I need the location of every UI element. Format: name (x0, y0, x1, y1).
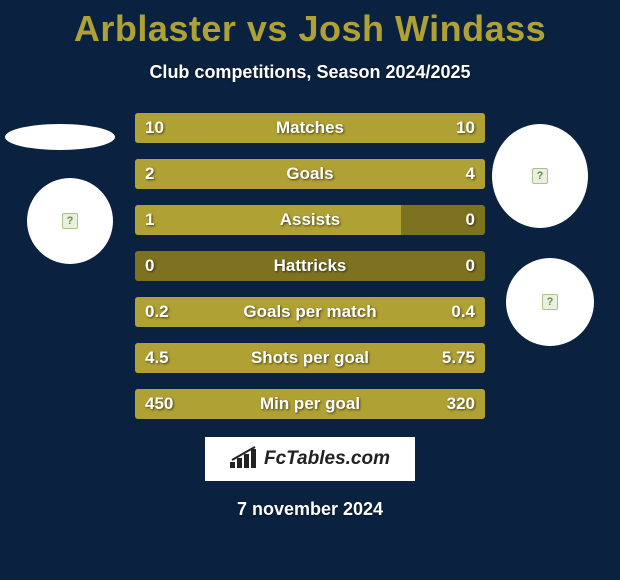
logo-chart-icon (230, 446, 260, 473)
decorative-ellipse (27, 178, 113, 264)
stats-container: 10Matches102Goals41Assists00Hattricks00.… (135, 113, 485, 419)
stat-label: Assists (135, 205, 485, 235)
stat-value-right: 0 (466, 251, 475, 281)
stat-value-right: 10 (456, 113, 475, 143)
stat-value-right: 4 (466, 159, 475, 189)
stat-value-right: 320 (447, 389, 475, 419)
page-subtitle: Club competitions, Season 2024/2025 (0, 62, 620, 83)
stat-label: Shots per goal (135, 343, 485, 373)
stat-label: Min per goal (135, 389, 485, 419)
placeholder-icon (542, 294, 558, 310)
stat-label: Hattricks (135, 251, 485, 281)
stat-row: 4.5Shots per goal5.75 (135, 343, 485, 373)
stat-row: 0.2Goals per match0.4 (135, 297, 485, 327)
placeholder-icon (62, 213, 78, 229)
stat-value-right: 0.4 (451, 297, 475, 327)
footer-date: 7 november 2024 (0, 499, 620, 520)
stat-label: Goals (135, 159, 485, 189)
stat-label: Goals per match (135, 297, 485, 327)
stat-label: Matches (135, 113, 485, 143)
stat-value-right: 0 (466, 205, 475, 235)
page-title: Arblaster vs Josh Windass (0, 0, 620, 50)
logo-text: FcTables.com (264, 448, 390, 470)
stat-row: 450Min per goal320 (135, 389, 485, 419)
stat-row: 10Matches10 (135, 113, 485, 143)
decorative-ellipse (5, 124, 115, 150)
decorative-ellipse (492, 124, 588, 228)
stat-row: 1Assists0 (135, 205, 485, 235)
decorative-ellipse (506, 258, 594, 346)
logo-box: FcTables.com (205, 437, 415, 481)
placeholder-icon (532, 168, 548, 184)
stat-value-right: 5.75 (442, 343, 475, 373)
stat-row: 2Goals4 (135, 159, 485, 189)
stat-row: 0Hattricks0 (135, 251, 485, 281)
